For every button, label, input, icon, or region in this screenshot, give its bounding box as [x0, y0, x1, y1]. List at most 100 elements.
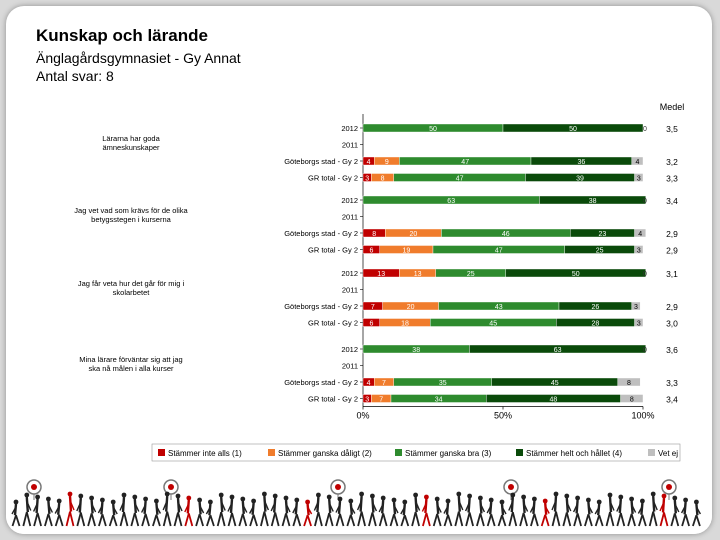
person-icon-head	[100, 497, 105, 503]
person-icon-body	[436, 500, 440, 514]
person-icon-leg	[648, 511, 655, 527]
person-icon-leg	[609, 511, 615, 527]
person-icon-arm	[508, 500, 514, 511]
data-label: 28	[592, 321, 600, 328]
person-icon-leg	[522, 512, 528, 527]
data-label: 3	[637, 248, 641, 255]
person-icon-leg	[511, 511, 518, 527]
person-icon-leg	[630, 513, 636, 527]
person-icon-leg	[295, 514, 302, 527]
person-icon-leg	[144, 513, 150, 527]
mean-value: 3,4	[666, 395, 678, 405]
mean-value: 2,9	[666, 302, 678, 312]
person-icon-leg	[44, 513, 50, 527]
person-icon-head	[683, 497, 688, 503]
person-icon-arm	[335, 504, 341, 513]
person-icon-leg	[555, 511, 561, 527]
row-label: 2011	[342, 141, 358, 150]
data-label: 50	[569, 126, 577, 133]
slide: Kunskap och lärande Änglagårdsgymnasiet …	[6, 6, 712, 534]
data-label: 47	[495, 248, 503, 255]
person-icon-arm	[609, 500, 615, 511]
row-label: Göteborgs stad - Gy 2	[284, 229, 358, 238]
row-label: 2012	[341, 269, 358, 278]
person-icon-leg	[411, 511, 417, 527]
person-icon-leg	[468, 512, 474, 527]
person-icon-arm	[119, 500, 125, 511]
data-label: 3	[365, 176, 369, 183]
person-icon-arm	[421, 502, 428, 512]
person-icon-leg	[25, 511, 32, 527]
data-label: 6	[369, 321, 373, 328]
question-label: skolarbetet	[113, 288, 151, 297]
row-label: 2011	[342, 286, 358, 295]
person-icon-leg	[695, 514, 701, 527]
stacked-bar-chart: Medel 0% 50% 100% Lärarna har godaämneskunsk…	[74, 102, 684, 462]
person-icon-leg	[206, 514, 212, 527]
question-label: Jag får veta hur det går för mig i	[78, 279, 185, 288]
person-icon-leg	[497, 514, 503, 527]
data-label: 35	[439, 380, 447, 387]
person-icon-head	[478, 495, 483, 501]
bar-segment	[502, 123, 644, 133]
person-icon-leg	[576, 513, 582, 527]
person-icon-arm	[313, 500, 320, 511]
person-icon-leg	[533, 513, 539, 527]
person-icon-body	[198, 501, 202, 515]
data-label: 48	[550, 397, 558, 404]
person-icon-arm	[572, 503, 579, 513]
person-icon-body	[229, 498, 234, 514]
person-icon-arm	[680, 504, 687, 514]
bar-segment	[505, 268, 646, 278]
person-icon-leg	[382, 513, 388, 527]
person-icon-head	[186, 495, 192, 501]
person-icon-leg	[519, 512, 525, 527]
person-icon-arm	[436, 504, 442, 513]
person-icon-leg	[270, 512, 277, 527]
data-label: 34	[435, 397, 443, 404]
person-icon-head	[326, 494, 332, 500]
person-icon-body	[371, 497, 375, 513]
data-label: 13	[377, 271, 385, 278]
x-tick-label: 0%	[356, 411, 369, 421]
row-label: Göteborgs stad - Gy 2	[284, 302, 358, 311]
person-icon-head	[391, 497, 397, 503]
legend-swatch	[648, 449, 655, 456]
person-icon-arm	[134, 502, 140, 512]
bar-segment	[631, 156, 644, 166]
person-icon-leg	[393, 514, 399, 527]
data-label: 63	[447, 198, 455, 205]
person-icon-leg	[565, 512, 572, 527]
person-icon-body	[695, 503, 699, 516]
person-icon-leg	[166, 511, 172, 527]
data-label: 4	[367, 380, 371, 387]
person-icon-leg	[389, 514, 395, 527]
person-icon-leg	[479, 513, 485, 527]
person-icon-leg	[598, 514, 604, 527]
person-icon-body	[522, 498, 526, 514]
person-icon-head	[575, 495, 580, 501]
person-icon-leg	[281, 513, 287, 527]
person-icon-head	[532, 496, 537, 502]
person-icon-leg	[33, 512, 39, 527]
bar-segment	[617, 377, 641, 387]
data-label: 6	[369, 248, 373, 255]
person-icon-leg	[641, 514, 647, 527]
row-label: GR total - Gy 2	[308, 246, 358, 255]
data-label: 0	[643, 347, 647, 354]
person-icon-arm	[162, 500, 168, 511]
person-icon-leg	[368, 512, 374, 527]
data-label: 8	[372, 231, 376, 238]
person-icon-head	[56, 498, 62, 504]
data-label: 3	[365, 397, 369, 404]
legend-swatch	[268, 449, 275, 456]
person-icon-leg	[285, 513, 291, 527]
person-icon-head	[46, 496, 51, 502]
person-icon-leg	[231, 512, 237, 527]
question-label: ska nå målen i alla kurser	[88, 364, 174, 373]
person-icon-head	[510, 492, 516, 498]
person-icon-head	[262, 491, 267, 497]
person-icon-leg	[684, 514, 690, 527]
target-icon-center	[168, 484, 174, 490]
mean-value: 3,3	[666, 378, 678, 388]
